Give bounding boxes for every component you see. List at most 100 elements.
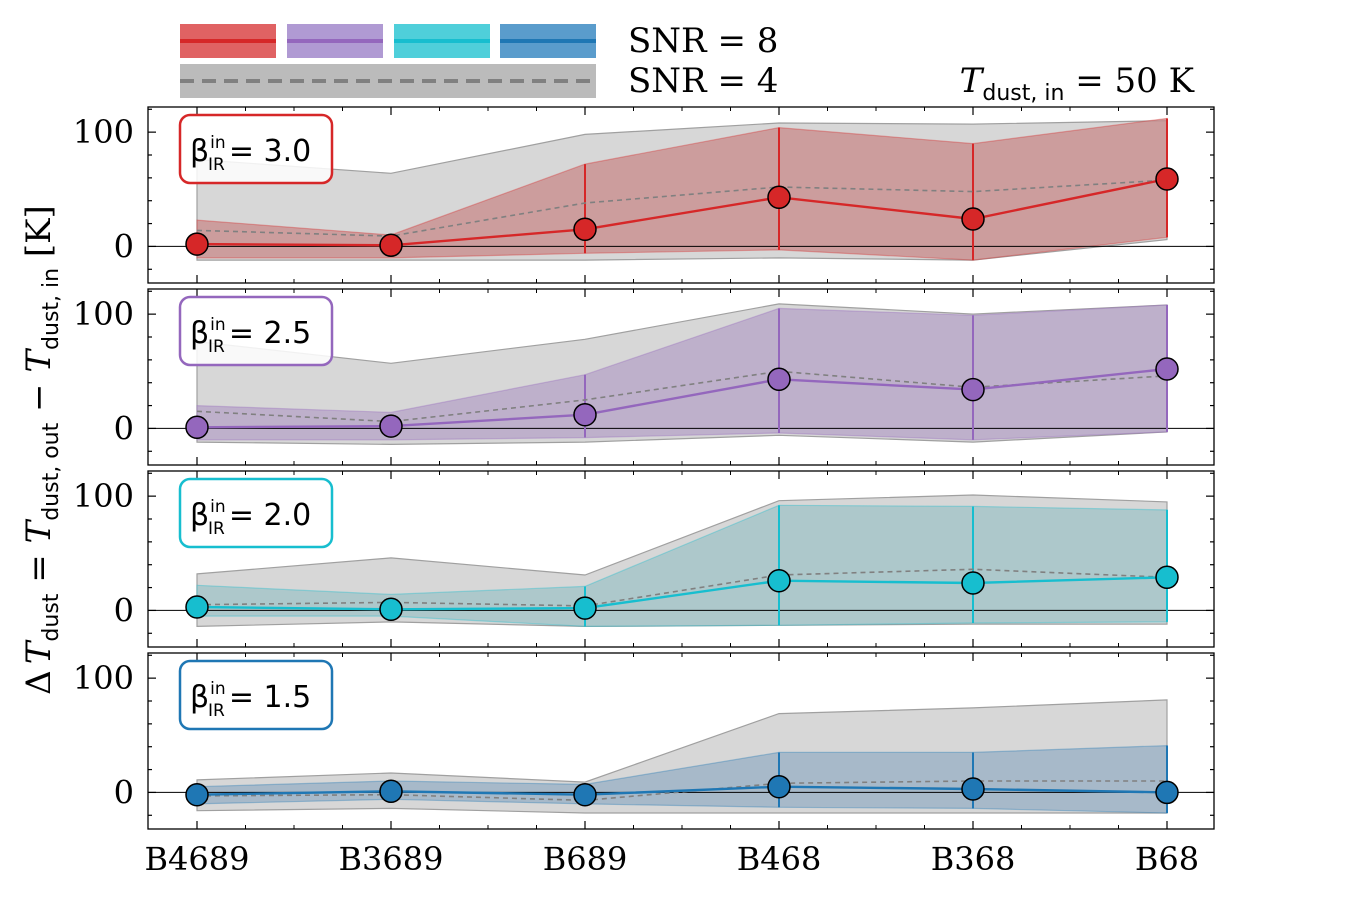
ylabel-minus: −: [19, 373, 59, 423]
beta-subscript: IR: [208, 519, 225, 539]
data-point: [1155, 357, 1179, 381]
beta-subscript: IR: [208, 701, 225, 721]
y-tick-label: 0: [114, 409, 134, 447]
y-tick-label: 0: [114, 773, 134, 811]
x-tick-label: B368: [931, 840, 1016, 878]
data-point: [185, 415, 209, 440]
x-tick-label: B68: [1135, 840, 1199, 878]
title-symbol: T: [960, 61, 985, 101]
beta-label: βin IR = 2.0: [178, 477, 334, 549]
beta-label-text: βin IR = 2.0: [190, 497, 311, 539]
title-subscript: dust, in: [982, 81, 1064, 106]
beta-value: = 1.5: [229, 680, 311, 715]
beta-label: βin IR = 3.0: [178, 113, 334, 185]
data-point: [573, 596, 597, 620]
x-tick-label: B468: [737, 840, 822, 878]
snr8-series-line: [196, 177, 1168, 247]
data-point: [379, 779, 403, 804]
data-point: [379, 414, 403, 438]
beta-superscript: in: [210, 315, 226, 335]
ylabel-symbol-3: T: [19, 348, 59, 373]
data-point: [961, 377, 985, 402]
beta-subscript: IR: [208, 155, 225, 175]
beta-symbol: β: [190, 680, 209, 715]
y-axis-label: ΔTdust = Tdust, out − Tdust, in [K]: [19, 205, 64, 695]
snr8-series-line: [196, 785, 1168, 796]
data-point: [185, 595, 209, 619]
panel-plot-area: [148, 699, 1214, 814]
legend-label-snr8: SNR = 8: [628, 21, 778, 61]
snr4-series-line: [196, 179, 1168, 237]
beta-value: = 2.5: [229, 316, 311, 351]
ylabel-delta: Δ: [19, 670, 59, 695]
panel-frame: [147, 288, 1215, 466]
x-axis-ticks: B4689 B3689 B689 B468 B368 B68: [145, 840, 1200, 878]
data-point: [573, 782, 597, 807]
title-equals: =: [1064, 61, 1114, 101]
beta-superscript: in: [210, 133, 226, 153]
panel-frame: [147, 470, 1215, 648]
y-tick-label: 0: [114, 591, 134, 629]
beta-superscript: in: [210, 679, 226, 699]
y-tick-label: 100: [73, 295, 134, 333]
data-point: [961, 207, 985, 231]
x-tick-label: B3689: [339, 840, 444, 878]
panel-plot-area: [148, 494, 1214, 628]
data-point: [573, 402, 597, 427]
panel-frame: [147, 652, 1215, 830]
data-point: [573, 217, 597, 242]
title-value: 50 K: [1115, 61, 1195, 101]
ylabel-sub-a: dust: [39, 593, 64, 641]
beta-subscript: IR: [208, 337, 225, 357]
data-point: [767, 774, 791, 799]
panel-1: 0 100 βin IR = 3.0: [73, 106, 1215, 284]
legend: SNR = 8 SNR = 4: [180, 21, 778, 101]
y-tick-label: 0: [114, 227, 134, 265]
ylabel-symbol-2: T: [19, 518, 59, 543]
chart-title: Tdust, in = 50 K: [960, 61, 1195, 106]
data-point: [1155, 565, 1179, 590]
data-point: [379, 233, 403, 258]
data-point: [1155, 780, 1179, 805]
ylabel-eq: =: [19, 543, 59, 593]
panel-plot-area: [148, 117, 1214, 261]
data-point: [379, 597, 403, 622]
data-point: [767, 185, 791, 210]
snr8-band: [196, 304, 1168, 441]
ylabel-symbol-1: T: [19, 639, 59, 664]
ylabel-unit: [K]: [19, 205, 59, 268]
panel-2: 0 100 βin IR = 2.5: [73, 288, 1215, 466]
data-point: [961, 777, 985, 801]
ylabel-sub-c: dust, in: [39, 268, 64, 350]
panel-3: 0 100 βin IR = 2.0: [73, 470, 1215, 648]
x-tick-label: B4689: [145, 840, 250, 878]
data-point: [767, 367, 791, 392]
beta-symbol: β: [190, 498, 209, 533]
snr4-series-line: [196, 568, 1168, 607]
snr8-series-line: [196, 367, 1168, 429]
panel-4: 0 100 βin IR = 1.5: [73, 652, 1215, 830]
beta-label: βin IR = 1.5: [178, 659, 334, 731]
data-point: [1155, 167, 1179, 191]
data-point: [767, 568, 791, 593]
data-point: [961, 571, 985, 595]
beta-value: = 3.0: [229, 134, 311, 169]
beta-label-box: [178, 295, 334, 367]
beta-label-box: [178, 659, 334, 731]
snr8-series-line: [196, 576, 1168, 611]
beta-symbol: β: [190, 316, 209, 351]
beta-label: βin IR = 2.5: [178, 295, 334, 367]
data-point: [185, 232, 209, 256]
beta-label-box: [178, 477, 334, 549]
beta-label-text: βin IR = 2.5: [190, 315, 311, 357]
ylabel-sub-b: dust, out: [39, 422, 64, 520]
beta-value: = 2.0: [229, 498, 311, 533]
y-tick-label: 100: [73, 659, 134, 697]
beta-label-box: [178, 113, 334, 185]
data-point: [185, 782, 209, 807]
y-tick-label: 100: [73, 477, 134, 515]
beta-superscript: in: [210, 497, 226, 517]
panel-frame: [147, 106, 1215, 284]
